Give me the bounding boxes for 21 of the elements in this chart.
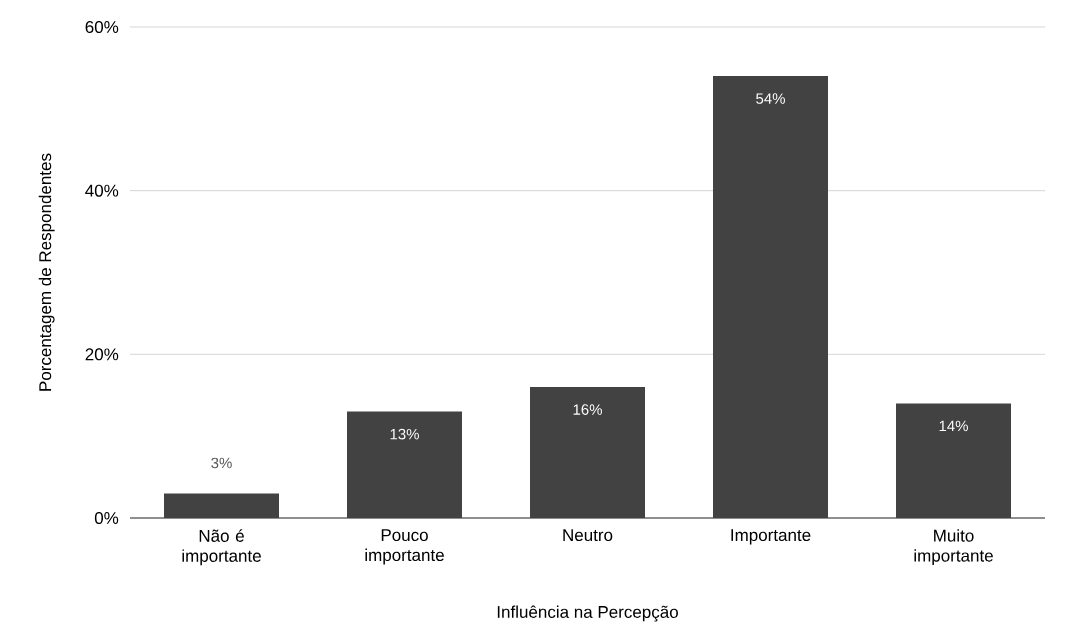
data-label: 13% (390, 428, 419, 440)
y-tick-label: 60% (85, 20, 119, 34)
y-tick-label: 20% (85, 348, 119, 361)
x-axis-title: Influência na Percepção (497, 605, 678, 622)
x-tick-label: Neutro (563, 529, 613, 542)
data-label: 14% (939, 420, 968, 432)
y-tick-label: 40% (85, 184, 119, 197)
y-axis-title: Porcentagem de Respondentes (38, 153, 55, 391)
y-tick-label: 0% (94, 511, 119, 525)
data-label: 54% (756, 93, 785, 104)
x-tick-label: Muito importante (914, 529, 993, 566)
bar (164, 493, 279, 518)
x-tick-label: Importante (731, 529, 811, 545)
data-label: 3% (211, 457, 232, 469)
bar (896, 403, 1012, 518)
data-label: 16% (573, 404, 602, 415)
bar (713, 76, 828, 518)
bar (347, 411, 462, 518)
bar (530, 387, 645, 518)
x-tick-label: Pouco importante (365, 529, 444, 565)
x-tick-label: Não é importante (182, 529, 261, 566)
